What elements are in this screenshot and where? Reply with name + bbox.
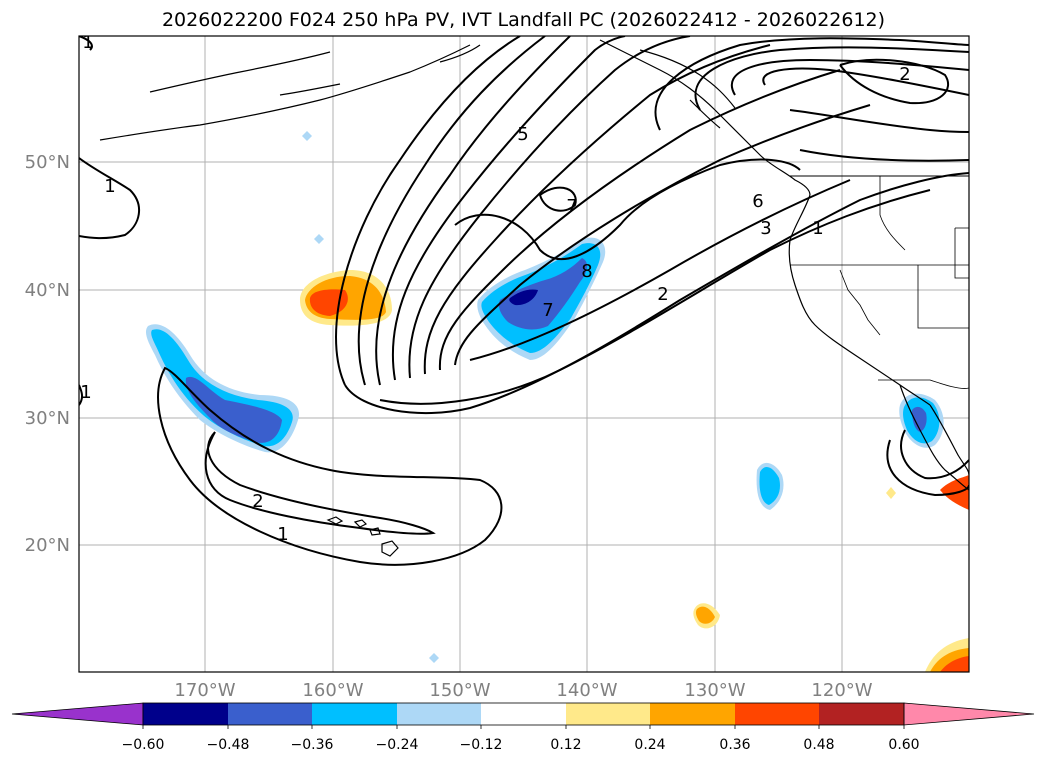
colorbar-bin (650, 703, 735, 725)
colorbar-tick-label: 0.60 (888, 737, 919, 753)
colorbar: −0.60 −0.48 −0.36 −0.24 −0.12 0.12 0.24 … (11, 702, 1035, 753)
contour-label: 1 (82, 32, 93, 53)
lat-label: 40°N (25, 280, 70, 301)
lat-label: 20°N (25, 535, 70, 556)
contour-label: 1 (80, 382, 91, 403)
colorbar-bin (143, 703, 228, 725)
colorbar-tick-label: 0.48 (803, 737, 834, 753)
contour-label: 5 (517, 124, 528, 145)
colorbar-tick-label: −0.48 (207, 737, 250, 753)
lon-label: 160°W (302, 680, 363, 701)
contour-label: 8 (581, 261, 592, 282)
colorbar-ticks (142, 725, 905, 729)
lon-labels: 170°W 160°W 150°W 140°W 130°W 120°W (174, 680, 872, 701)
lon-label: 120°W (811, 680, 872, 701)
colorbar-bin (566, 703, 650, 725)
colorbar-bin (397, 703, 481, 725)
contour-label: 2 (899, 64, 910, 85)
colorbar-bin (312, 703, 397, 725)
colorbar-bin (481, 703, 566, 725)
lat-label: 30°N (25, 408, 70, 429)
colorbar-extend-max (903, 702, 1035, 726)
colorbar-tick-label: −0.60 (122, 737, 165, 753)
lon-label: 130°W (684, 680, 745, 701)
contour-label: 1 (104, 176, 115, 197)
ivt-shading (145, 131, 969, 672)
contour-label: 2 (252, 491, 263, 512)
lat-label: 50°N (25, 152, 70, 173)
colorbar-bin (819, 703, 904, 725)
lon-label: 140°W (556, 680, 617, 701)
contour-label: 1 (277, 524, 288, 545)
pv-contours (79, 36, 969, 566)
colorbar-tick-label: 0.24 (634, 737, 665, 753)
contour-label: 2 (657, 284, 668, 305)
contour-label: 1 (812, 218, 823, 239)
contour-label: 6 (752, 191, 763, 212)
colorbar-tick-label: −0.36 (291, 737, 334, 753)
lon-label: 150°W (429, 680, 490, 701)
contour-label: 7 (566, 196, 577, 217)
lat-labels: 50°N 40°N 30°N 20°N (25, 152, 70, 556)
colorbar-tick-label: −0.24 (376, 737, 419, 753)
colorbar-tick-label: −0.12 (460, 737, 503, 753)
colorbar-tick-label: 0.12 (550, 737, 581, 753)
contour-label: 7 (542, 300, 553, 321)
colorbar-tick-label: 0.36 (719, 737, 750, 753)
colorbar-bin (228, 703, 312, 725)
lon-label: 170°W (174, 680, 235, 701)
colorbar-extend-min (11, 702, 144, 726)
plot-frame (78, 35, 970, 673)
contour-label: 3 (760, 218, 771, 239)
map-title: 2026022200 F024 250 hPa PV, IVT Landfall… (161, 9, 886, 31)
colorbar-bin (735, 703, 819, 725)
contour-labels: 1 1 1 5 2 6 3 1 7 8 7 2 2 1 (80, 32, 910, 545)
